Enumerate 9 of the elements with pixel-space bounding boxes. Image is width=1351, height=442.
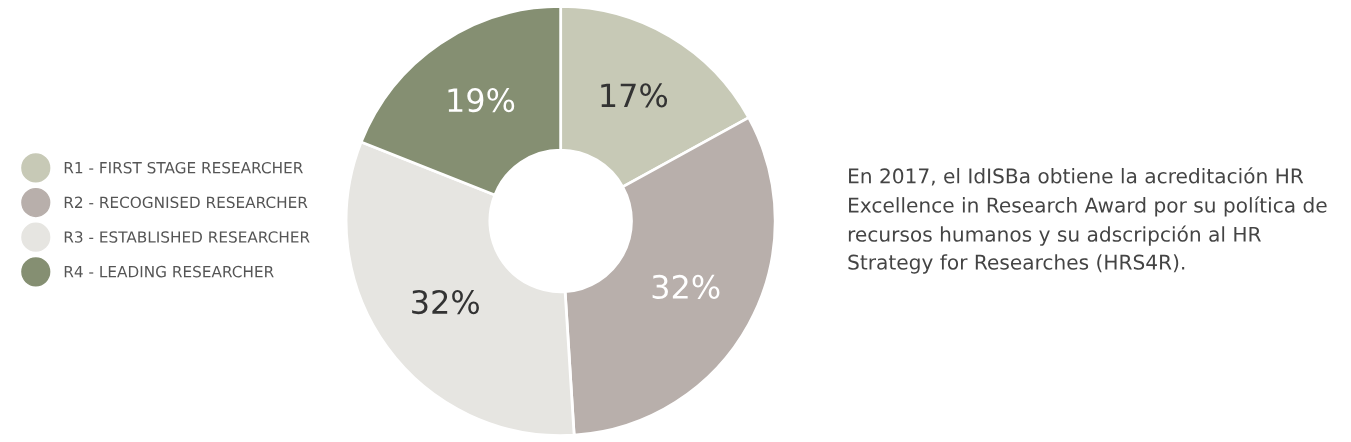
legend-label: R3 - ESTABLISHED RESEARCHER — [64, 231, 310, 243]
legend-label: R1 - FIRST STAGE RESEARCHER — [64, 161, 303, 174]
data-label: 19% — [448, 88, 515, 113]
data-label: 32% — [652, 274, 720, 300]
legend-label: R2 - RECOGNISED RESEARCHER — [64, 196, 308, 209]
text: En 2017, el IdISBa obtiene la acreditación HR Excellence in Research Award por su política de recursos humanos y su adscripción al HR Strategy for Researches (HRS4R). — [848, 167, 1327, 274]
data-label: 17% — [601, 83, 668, 108]
data-label: 32% — [412, 289, 479, 315]
legend-label: R4 - LEADING RESEARCHER — [64, 265, 274, 278]
